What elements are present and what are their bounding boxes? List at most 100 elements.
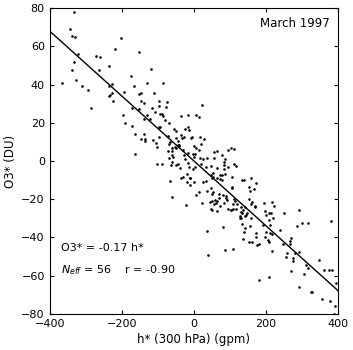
Point: [198, 161, 204, 166]
Point: [79, 83, 84, 89]
Point: [214, 175, 220, 181]
Point: [112, 47, 117, 52]
Point: [244, 212, 249, 218]
Point: [238, 209, 244, 215]
Point: [162, 117, 168, 122]
Point: [261, 200, 267, 206]
Point: [248, 201, 254, 206]
Point: [143, 136, 148, 142]
Point: [198, 141, 204, 147]
Point: [263, 212, 269, 217]
Point: [222, 162, 227, 168]
Point: [231, 196, 237, 202]
Point: [179, 135, 185, 141]
Point: [210, 189, 216, 195]
Point: [192, 154, 197, 160]
Point: [164, 99, 170, 105]
Point: [288, 235, 293, 241]
Point: [153, 141, 159, 146]
Point: [185, 125, 191, 130]
Point: [156, 124, 162, 130]
Point: [229, 186, 235, 191]
Point: [166, 142, 172, 147]
Point: [190, 152, 196, 157]
Point: [214, 209, 220, 214]
Point: [183, 203, 189, 208]
Point: [173, 128, 179, 134]
Point: [265, 237, 270, 243]
Point: [187, 175, 192, 181]
Point: [269, 199, 275, 205]
Point: [109, 90, 115, 96]
Point: [68, 27, 73, 32]
Point: [253, 234, 259, 240]
Point: [290, 255, 295, 261]
Point: [219, 152, 225, 158]
Point: [201, 180, 206, 185]
Point: [216, 192, 221, 197]
Point: [69, 34, 74, 39]
Point: [245, 210, 250, 216]
Point: [204, 155, 210, 161]
Point: [185, 161, 191, 166]
Point: [110, 98, 115, 104]
Point: [230, 202, 235, 207]
Text: $N_{eff}$ = 56    r = -0.90: $N_{eff}$ = 56 r = -0.90: [61, 263, 176, 277]
Point: [256, 241, 261, 247]
Point: [144, 112, 149, 118]
Point: [321, 267, 327, 273]
Point: [217, 176, 222, 182]
Point: [72, 9, 77, 15]
Point: [186, 164, 192, 169]
Point: [138, 136, 143, 142]
Point: [333, 280, 338, 286]
Point: [141, 100, 147, 106]
Point: [142, 138, 148, 144]
Point: [222, 156, 228, 162]
Point: [230, 206, 235, 212]
Point: [219, 173, 225, 178]
Point: [160, 80, 166, 86]
Text: O3* = -0.17 h*: O3* = -0.17 h*: [61, 243, 144, 253]
Point: [266, 217, 271, 223]
Point: [212, 198, 218, 203]
Point: [297, 284, 302, 290]
Point: [263, 230, 269, 235]
Point: [182, 126, 188, 132]
Point: [226, 206, 231, 212]
Point: [210, 170, 216, 175]
Point: [172, 126, 177, 132]
Point: [72, 34, 78, 40]
Point: [203, 178, 209, 184]
Point: [137, 49, 142, 55]
Point: [319, 296, 325, 302]
Point: [241, 230, 247, 235]
Point: [296, 249, 301, 254]
Point: [242, 225, 247, 230]
Point: [204, 188, 210, 194]
Point: [240, 207, 246, 213]
Point: [213, 201, 219, 206]
Point: [209, 206, 214, 212]
Point: [107, 93, 112, 99]
Point: [178, 175, 184, 181]
Point: [225, 147, 231, 153]
Point: [107, 93, 113, 98]
Point: [188, 135, 194, 141]
Point: [107, 84, 112, 89]
Point: [261, 222, 266, 228]
Point: [168, 162, 173, 168]
Point: [331, 311, 337, 316]
Point: [176, 142, 182, 148]
Point: [228, 145, 234, 151]
Point: [209, 192, 215, 197]
Point: [262, 234, 268, 240]
Point: [209, 207, 215, 213]
Point: [159, 111, 165, 117]
Point: [292, 251, 298, 256]
Point: [157, 124, 163, 130]
Point: [268, 211, 274, 216]
Point: [150, 138, 156, 143]
Point: [237, 216, 243, 221]
Point: [165, 148, 170, 153]
